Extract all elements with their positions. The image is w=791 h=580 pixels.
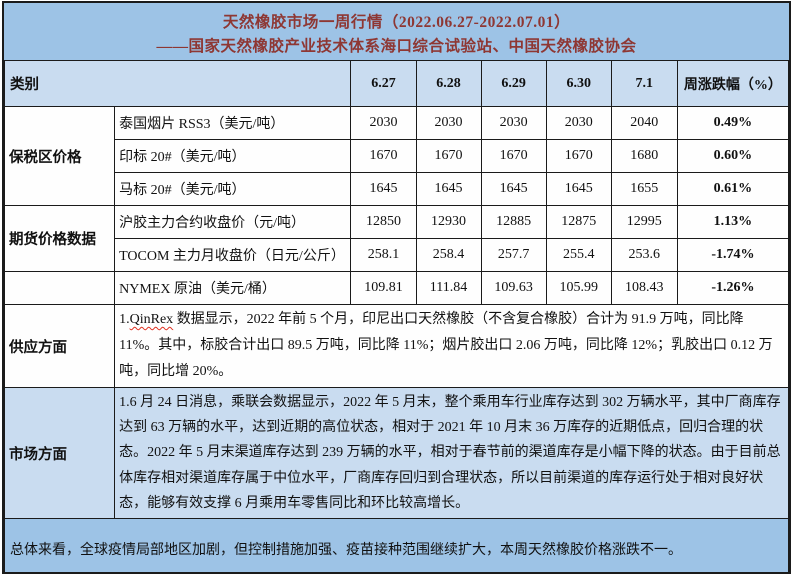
- weekly-change-header: 周涨跌幅（%）: [676, 60, 789, 107]
- price-cell: 253.6: [610, 238, 678, 272]
- price-cell: 1645: [415, 172, 482, 206]
- date-header-2: 6.28: [415, 60, 482, 107]
- price-cell: 258.1: [350, 238, 417, 272]
- weekly-change-cell: -1.26%: [676, 271, 789, 305]
- date-header-4: 6.30: [545, 60, 612, 107]
- page-title: 天然橡胶市场一周行情（2022.06.27-2022.07.01）: [222, 14, 571, 31]
- price-cell: 1670: [480, 139, 547, 173]
- price-cell: 12995: [610, 205, 678, 239]
- price-cell: 1670: [350, 139, 417, 173]
- supply-section-row: 供应方面 1.QinRex 数据显示，2022 年前 5 个月，印尼出口天然橡胶…: [4, 304, 789, 388]
- table-row: 期货价格数据 沪胶主力合约收盘价（元/吨） 12850 12930 12885 …: [4, 205, 789, 272]
- group-label-bonded-zone: 保税区价格: [4, 106, 116, 206]
- price-cell: 1655: [610, 172, 678, 206]
- group-label-empty: [4, 271, 116, 305]
- price-cell: 2030: [480, 106, 547, 140]
- supply-brand-word: QinRex: [129, 312, 174, 327]
- supply-section-label: 供应方面: [4, 304, 116, 388]
- table-row: 保税区价格 泰国烟片 RSS3（美元/吨） 2030 2030 2030 203…: [4, 106, 789, 206]
- price-cell: 1645: [480, 172, 547, 206]
- price-cell: 1680: [610, 139, 678, 173]
- table-row: 马标 20#（美元/吨） 1645 1645 1645 1645 1655 0.…: [5, 172, 789, 206]
- weekly-change-cell: 0.60%: [676, 139, 789, 173]
- summary-text: 总体来看，全球疫情局部地区加剧，但控制措施加强、疫苗接种范围继续扩大，本周天然橡…: [4, 518, 789, 572]
- table-row: TOCOM 主力月收盘价（日元/公斤） 258.1 258.4 257.7 25…: [5, 238, 789, 272]
- weekly-change-cell: 0.49%: [676, 106, 789, 140]
- price-cell: 1670: [415, 139, 482, 173]
- table-row: NYMEX 原油（美元/桶） 109.81 111.84 109.63 105.…: [4, 271, 789, 305]
- market-section-text: 1.6 月 24 日消息，乘联会数据显示，2022 年 5 月末，整个乘用车行业…: [114, 386, 789, 520]
- table-row: 印标 20#（美元/吨） 1670 1670 1670 1670 1680 0.…: [5, 139, 789, 173]
- date-header-1: 6.27: [350, 60, 417, 107]
- price-cell: 12930: [415, 205, 482, 239]
- date-header-3: 6.29: [480, 60, 547, 107]
- supply-text-prefix: 1.: [119, 312, 130, 327]
- report-title-band: 天然橡胶市场一周行情（2022.06.27-2022.07.01） ——国家天然…: [4, 3, 789, 60]
- market-section-row: 市场方面 1.6 月 24 日消息，乘联会数据显示，2022 年 5 月末，整个…: [4, 386, 789, 520]
- summary-row: 总体来看，全球疫情局部地区加剧，但控制措施加强、疫苗接种范围继续扩大，本周天然橡…: [4, 518, 789, 572]
- supply-text-body: 数据显示，2022 年前 5 个月，印尼出口天然橡胶（不含复合橡胶）合计为 91…: [119, 312, 773, 379]
- date-header-5: 7.1: [610, 60, 678, 107]
- page-subtitle: ——国家天然橡胶产业技术体系海口综合试验站、中国天然橡胶协会: [156, 38, 637, 55]
- price-cell: 109.81: [350, 271, 417, 305]
- item-label: 马标 20#（美元/吨）: [114, 172, 352, 206]
- price-cell: 1645: [545, 172, 612, 206]
- price-cell: 111.84: [415, 271, 482, 305]
- price-cell: 2030: [350, 106, 417, 140]
- item-label: 泰国烟片 RSS3（美元/吨）: [114, 106, 352, 140]
- price-cell: 109.63: [480, 271, 547, 305]
- market-section-label: 市场方面: [4, 386, 116, 520]
- price-cell: 2040: [610, 106, 678, 140]
- table-header-row: 类别 6.27 6.28 6.29 6.30 7.1 周涨跌幅（%）: [4, 60, 789, 107]
- item-label: TOCOM 主力月收盘价（日元/公斤）: [114, 238, 352, 272]
- weekly-change-cell: 1.13%: [676, 205, 789, 239]
- item-label: NYMEX 原油（美元/桶）: [114, 271, 352, 305]
- weekly-change-cell: -1.74%: [676, 238, 789, 272]
- weekly-change-cell: 0.61%: [676, 172, 789, 206]
- price-cell: 258.4: [415, 238, 482, 272]
- category-header: 类别: [4, 60, 352, 107]
- price-cell: 1645: [350, 172, 417, 206]
- price-cell: 12875: [545, 205, 612, 239]
- item-label: 沪胶主力合约收盘价（元/吨）: [114, 205, 352, 239]
- price-cell: 12885: [480, 205, 547, 239]
- price-cell: 2030: [545, 106, 612, 140]
- price-cell: 2030: [415, 106, 482, 140]
- supply-section-text: 1.QinRex 数据显示，2022 年前 5 个月，印尼出口天然橡胶（不含复合…: [114, 304, 789, 388]
- weekly-price-table: 类别 6.27 6.28 6.29 6.30 7.1 周涨跌幅（%） 保税区价格…: [4, 60, 789, 572]
- price-cell: 1670: [545, 139, 612, 173]
- price-cell: 105.99: [545, 271, 612, 305]
- price-cell: 255.4: [545, 238, 612, 272]
- group-label-futures: 期货价格数据: [4, 205, 116, 272]
- price-cell: 12850: [350, 205, 417, 239]
- price-cell: 257.7: [480, 238, 547, 272]
- item-label: 印标 20#（美元/吨）: [114, 139, 352, 173]
- price-cell: 108.43: [610, 271, 678, 305]
